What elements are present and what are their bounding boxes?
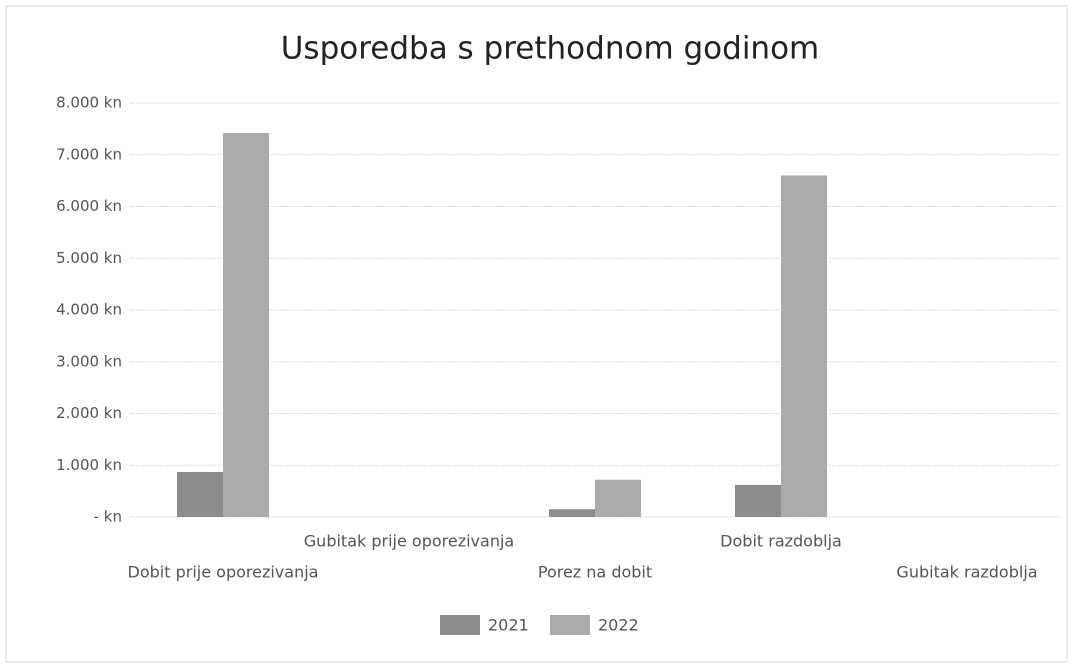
y-tick-label: 5.000 kn (56, 249, 122, 267)
legend-label: 2021 (488, 616, 529, 635)
y-tick-label: 7.000 kn (56, 145, 122, 163)
legend-swatch (550, 615, 590, 635)
x-tick-label: Gubitak prije oporezivanja (304, 532, 514, 551)
x-tick-label: Dobit razdoblja (720, 532, 842, 551)
y-tick-label: 4.000 kn (56, 301, 122, 319)
x-tick-label: Dobit prije oporezivanja (128, 563, 319, 582)
bar (177, 471, 223, 517)
y-tick-label: 6.000 kn (56, 197, 122, 215)
x-tick-label: Gubitak razdoblja (896, 563, 1037, 582)
bar (223, 133, 269, 517)
chart-title: Usporedba s prethodnom godinom (281, 31, 820, 67)
legend-swatch (440, 615, 480, 635)
x-tick-label: Porez na dobit (538, 563, 652, 582)
legend-label: 2022 (598, 616, 639, 635)
y-tick-label: 3.000 kn (56, 352, 122, 370)
y-tick-label: 8.000 kn (56, 94, 122, 112)
bar (595, 479, 641, 517)
bar (781, 175, 827, 517)
y-tick-label: 1.000 kn (56, 456, 122, 474)
chart-frame (5, 5, 1068, 663)
y-tick-label: - kn (94, 508, 122, 526)
bar (735, 484, 781, 517)
y-tick-label: 2.000 kn (56, 404, 122, 422)
bar (549, 509, 595, 517)
